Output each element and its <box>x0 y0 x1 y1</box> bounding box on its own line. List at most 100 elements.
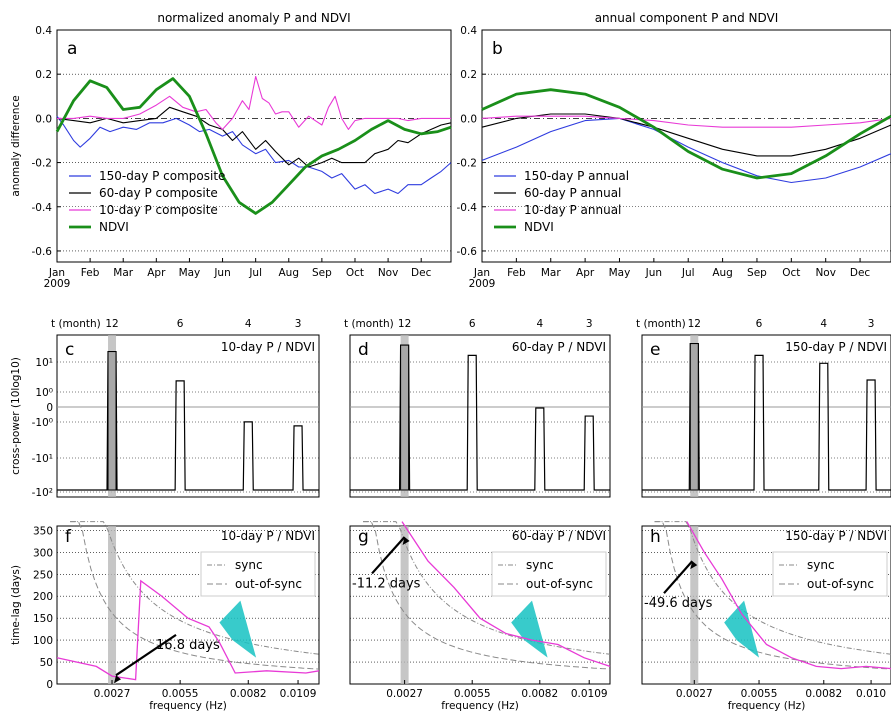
top-tick-label: 3 <box>295 318 302 330</box>
chart-title: annual component P and NDVI <box>595 11 779 25</box>
x-tick-label: Oct <box>346 267 364 279</box>
plot-area <box>56 525 320 685</box>
x-tick-label: Jan <box>473 267 490 279</box>
x-axis-label: frequency (Hz) <box>441 700 519 711</box>
legend-label: 10-day P annual <box>524 203 621 217</box>
y-axis-label: time-lag (days) <box>10 565 22 645</box>
legend-label: sync <box>526 558 554 572</box>
legend-label: sync <box>235 558 263 572</box>
x-tick-label: 0.0082 <box>521 688 558 700</box>
top-axis-label: t (month) <box>344 318 394 330</box>
panel-h: 0.0027 0.0055 0.0082 0.010 frequency (Hz) h 15… <box>641 521 891 711</box>
top-tick-label: 3 <box>586 318 593 330</box>
legend-box <box>200 551 316 597</box>
y-tick-label: -0.2 <box>32 158 53 170</box>
annual-band <box>400 526 409 684</box>
x-tick-label: 2009 <box>469 278 496 290</box>
x-tick-label: 0.0109 <box>571 688 608 700</box>
panel-letter: c <box>65 340 74 360</box>
x-tick-label: Aug <box>279 267 300 279</box>
plot-area <box>56 334 320 498</box>
top-tick-label: 12 <box>105 318 118 330</box>
legend-label: 60-day P annual <box>524 186 621 200</box>
series-line <box>57 75 451 130</box>
y-tick-label: 0.0 <box>35 113 52 125</box>
panel-label: 10-day P / NDVI <box>221 529 315 543</box>
x-tick-label: Jun <box>645 267 662 279</box>
legend-label: out-of-sync <box>526 577 593 591</box>
plot-area <box>349 525 611 685</box>
uncertainty-band <box>511 600 548 658</box>
legend-box <box>772 551 888 597</box>
x-tick-label: Nov <box>815 267 836 279</box>
top-tick-label: 12 <box>398 318 411 330</box>
uncertainty-band <box>724 600 760 658</box>
time-lag-line <box>56 579 320 681</box>
annual-band <box>108 526 117 684</box>
top-axis-label: t (month) <box>51 318 101 330</box>
plot-area <box>349 334 611 498</box>
y-tick-label: 0 <box>46 679 53 691</box>
top-tick-label: 4 <box>245 318 252 330</box>
panel-label: 150-day P / NDVI <box>785 340 887 354</box>
top-tick-label: 4 <box>536 318 543 330</box>
x-tick-label: Jan <box>48 267 65 279</box>
legend-label: NDVI <box>99 220 129 234</box>
x-tick-label: Jul <box>248 267 262 279</box>
panel-d: t (month) 12 6 4 3 d 60-day P / NDVI <box>344 318 611 498</box>
y-tick-label: 10¹ <box>35 357 53 369</box>
plot-area <box>641 525 891 685</box>
x-tick-label: Dec <box>850 267 871 279</box>
legend-label: 150-day P annual <box>524 169 629 183</box>
annual-peak <box>400 344 410 491</box>
x-tick-label: 2009 <box>44 278 71 290</box>
x-tick-label: 0.0109 <box>280 688 317 700</box>
top-tick-label: 3 <box>868 318 875 330</box>
annotation-arrow <box>371 536 406 575</box>
arrow-head <box>402 536 410 545</box>
annotation-label: 16.8 days <box>156 638 220 653</box>
plot-area <box>641 334 891 498</box>
panel-c: 10¹ 10⁰ 0 -10⁰ -10¹ -10² t (month) 12 6 4 3 c 10-day… <box>10 318 320 499</box>
x-tick-label: Sep <box>747 267 767 279</box>
x-tick-label: Feb <box>81 267 100 279</box>
x-tick-label: 0.0027 <box>386 688 423 700</box>
time-lag-line <box>401 521 611 668</box>
out-of-sync-curve <box>654 521 891 670</box>
y-tick-label: -10² <box>32 487 53 499</box>
arrow-head <box>114 675 122 684</box>
legend-label: sync <box>807 558 835 572</box>
series-line <box>481 115 891 128</box>
y-tick-label: -0.2 <box>457 158 478 170</box>
x-tick-label: 0.0027 <box>94 688 131 700</box>
series-line <box>481 117 891 184</box>
y-tick-label: 0.2 <box>35 69 52 81</box>
x-axis-label: frequency (Hz) <box>728 700 806 711</box>
panel-label: 60-day P / NDVI <box>512 529 606 543</box>
x-tick-label: Apr <box>576 267 595 279</box>
annotation-label: -49.6 days <box>644 596 713 611</box>
y-tick-label: 150 <box>33 613 53 625</box>
y-tick-label: -0.6 <box>32 246 53 258</box>
x-tick-label: Jul <box>681 267 695 279</box>
arrow-head <box>690 561 698 570</box>
y-tick-label: 50 <box>40 657 53 669</box>
legend-label: out-of-sync <box>807 577 874 591</box>
x-tick-label: May <box>179 267 201 279</box>
x-tick-label: Apr <box>147 267 166 279</box>
panel-label: 60-day P / NDVI <box>512 340 606 354</box>
chart-title: normalized anomaly P and NDVI <box>157 11 350 25</box>
panel-label: 10-day P / NDVI <box>221 340 315 354</box>
y-tick-label: -0.6 <box>457 246 478 258</box>
x-tick-label: 0.0055 <box>741 688 778 700</box>
y-tick-label: 0.4 <box>460 25 477 37</box>
y-axis-label: cross-power (10log10) <box>10 357 22 475</box>
y-tick-label: 300 <box>33 547 53 559</box>
y-tick-label: 0.4 <box>35 25 52 37</box>
uncertainty-band <box>219 600 257 658</box>
panel-letter: h <box>650 527 661 547</box>
annotation-arrow <box>663 560 694 594</box>
x-tick-label: Mar <box>113 267 133 279</box>
